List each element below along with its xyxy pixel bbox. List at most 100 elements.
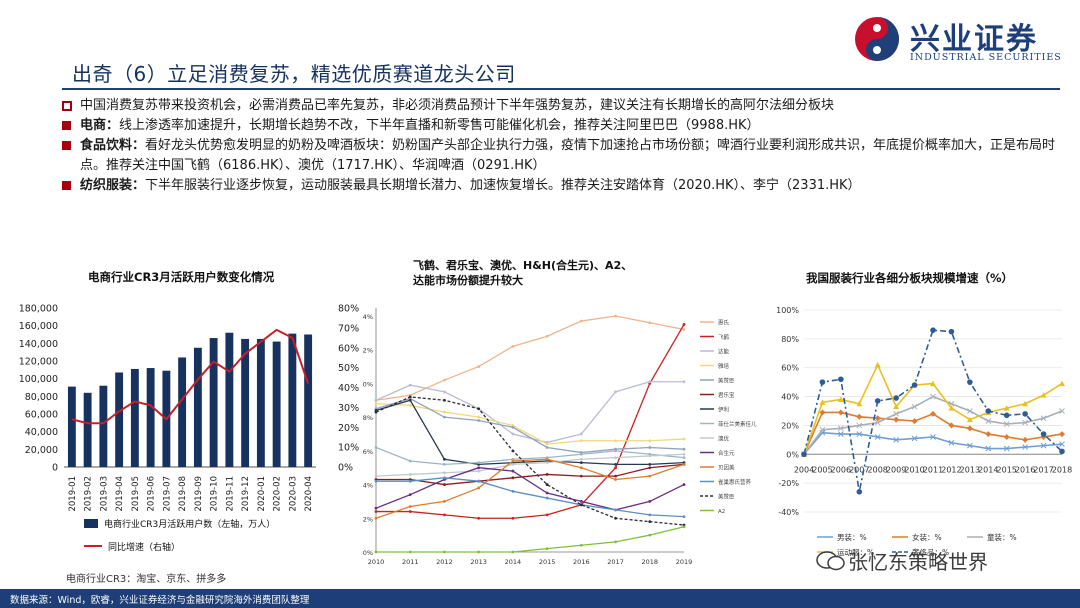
- growth-point: [985, 431, 992, 438]
- y-left-tick-label: 0: [52, 463, 58, 474]
- share-point: [682, 483, 686, 486]
- share-point: [408, 493, 412, 497]
- share-point: [648, 321, 652, 325]
- x-tick-label: 2017: [1033, 465, 1053, 474]
- growth-point: [874, 398, 881, 404]
- share-line: [375, 446, 685, 465]
- growth-point: [819, 379, 826, 385]
- share-point: [511, 462, 515, 466]
- growth-point: [948, 328, 955, 335]
- share-point: [648, 454, 652, 458]
- x-tick-label: 2019-04: [115, 476, 125, 512]
- growth-point: [948, 405, 955, 411]
- legend-label: 美赞臣: [718, 493, 735, 501]
- legend-label: 女装：%: [912, 532, 942, 542]
- share-point: [682, 323, 686, 326]
- x-tick-label: 2019-09: [194, 476, 204, 512]
- share-point: [614, 390, 617, 394]
- growth-point: [874, 434, 881, 440]
- bar-mark: [304, 334, 313, 467]
- growth-point: [966, 425, 973, 432]
- growth-point: [1022, 436, 1029, 443]
- share-point: [545, 513, 549, 517]
- share-point: [511, 432, 515, 436]
- share-point: [477, 365, 481, 368]
- share-line: [376, 463, 685, 486]
- growth-point: [801, 451, 807, 458]
- growth-point: [874, 419, 881, 426]
- x-tick-label: 2011: [402, 558, 419, 566]
- share-point: [648, 466, 652, 470]
- share-point: [579, 452, 583, 456]
- y-right-tick-label: 30%: [338, 403, 359, 414]
- growth-point: [1003, 412, 1010, 419]
- x-tick-label: 2013: [960, 465, 980, 474]
- y-left-tick-label: 120,000: [19, 357, 58, 368]
- share-point: [477, 419, 481, 422]
- square-bullet-icon: [62, 121, 71, 130]
- bar-mark: [209, 338, 218, 467]
- share-point: [682, 462, 686, 466]
- growth-point: [893, 395, 899, 401]
- share-point: [579, 503, 583, 507]
- growth-point: [856, 413, 863, 420]
- growth-point: [967, 442, 973, 449]
- share-line: [376, 477, 685, 518]
- share-point: [579, 466, 583, 470]
- watermark-text: 张忆东策略世界: [848, 550, 988, 574]
- share-point: [545, 442, 549, 446]
- share-point: [374, 474, 378, 478]
- chart2-title-line1: 飞鹤、君乐宝、澳优、H&H(合生元)、A2、: [413, 259, 633, 272]
- share-point: [648, 446, 652, 449]
- growth-point: [911, 382, 918, 388]
- share-point: [648, 500, 652, 503]
- share-point: [477, 461, 481, 465]
- growth-point: [1059, 448, 1065, 455]
- x-tick-label: 2006: [831, 465, 851, 474]
- x-tick-label: 2020-03: [288, 476, 298, 512]
- share-line: [375, 381, 684, 444]
- share-point: [374, 516, 378, 520]
- share-point: [579, 439, 583, 443]
- growth-point: [856, 422, 863, 429]
- growth-point: [930, 434, 936, 440]
- y-tick-label: 10%: [362, 380, 373, 388]
- growth-point: [893, 416, 900, 423]
- share-point: [443, 513, 446, 517]
- logo-english: INDUSTRIAL SECURITIES: [910, 52, 1062, 63]
- source-note: 数据来源：Wind，欧睿，兴业证券经济与金融研究院海外消费团队整理: [10, 595, 310, 606]
- bar-mark: [272, 341, 281, 467]
- legend-label: 惠氏: [718, 319, 730, 327]
- chart3-title: 我国服装行业各细分板块规模增速（%）: [806, 271, 1014, 285]
- share-point: [648, 439, 652, 443]
- legend-label: 运动服：%: [837, 547, 874, 557]
- x-tick-label: 2011: [923, 465, 943, 474]
- growth-point: [893, 403, 900, 410]
- share-point: [374, 506, 378, 510]
- y-right-tick-label: 20%: [338, 423, 359, 434]
- growth-point: [1040, 431, 1047, 437]
- share-point: [443, 378, 446, 382]
- y-tick-label: 40%: [781, 393, 799, 402]
- share-point: [682, 380, 686, 384]
- y-tick-label: 6%: [363, 448, 373, 456]
- share-point: [477, 466, 481, 470]
- growth-point: [1059, 408, 1065, 414]
- bar-mark: [99, 385, 108, 467]
- share-point: [579, 474, 583, 478]
- x-tick-label: 2005: [812, 465, 832, 474]
- y-tick-label: 0%: [786, 450, 799, 459]
- bar-mark: [146, 368, 155, 467]
- share-point: [682, 525, 686, 529]
- x-tick-label: 2009: [886, 465, 906, 474]
- x-tick-label: 2010: [904, 465, 924, 474]
- bullet-text: 线上渗透率加速提升，长期增长趋势不改，下半年直播和新零售可能催化机会，推荐关注阿…: [119, 118, 760, 133]
- y-right-tick-label: 40%: [338, 383, 359, 394]
- growth-point: [967, 379, 973, 385]
- x-tick-label: 2019-10: [210, 476, 220, 512]
- growth-series-line: [803, 329, 1063, 492]
- growth-point: [985, 418, 992, 424]
- growth-point: [948, 422, 955, 429]
- growth-point: [856, 400, 863, 407]
- x-tick-label: 2017: [607, 558, 624, 566]
